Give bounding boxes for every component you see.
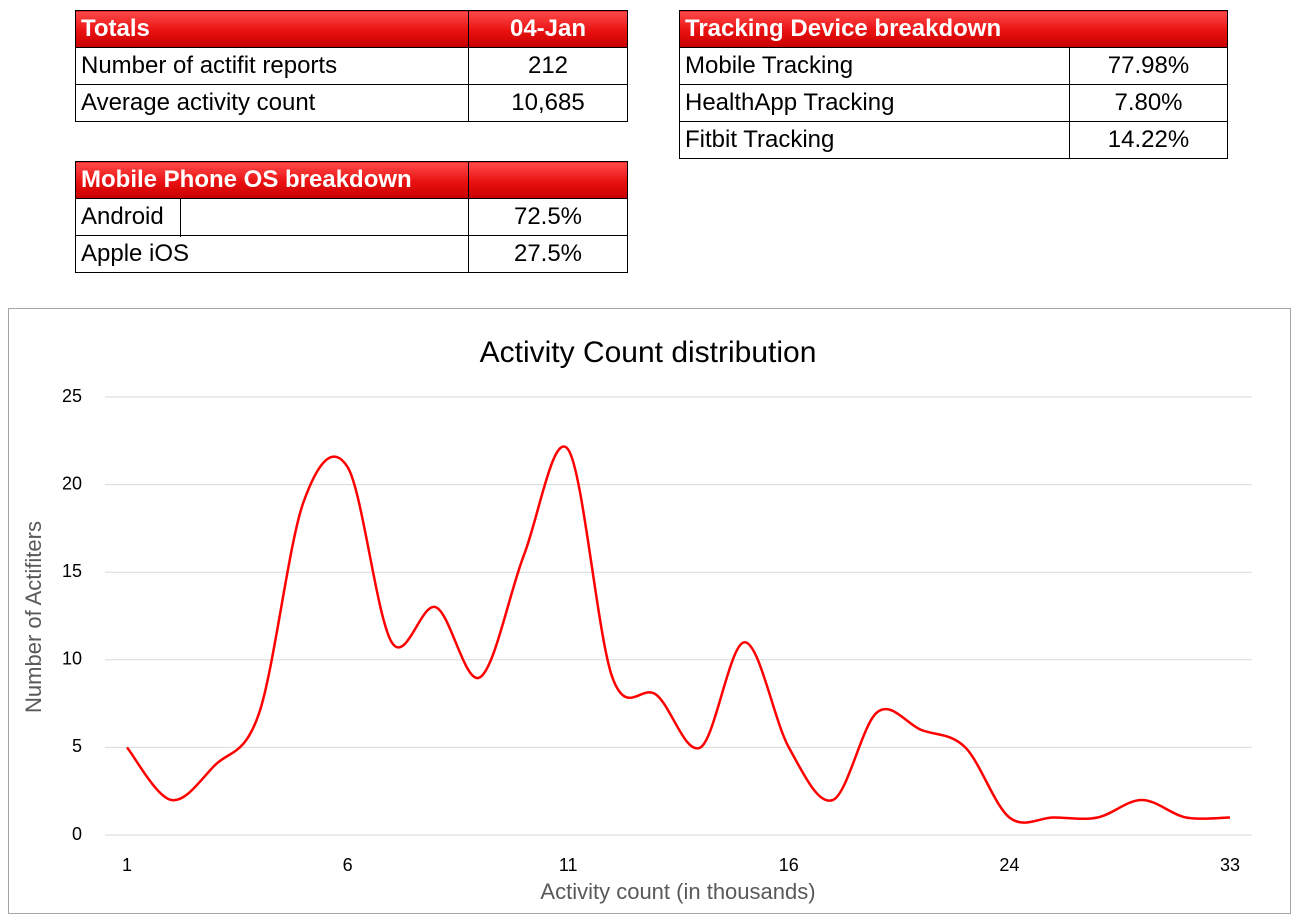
cell: Fitbit Tracking [679, 121, 1070, 159]
cell: Number of actifit reports [75, 47, 469, 85]
x-axis-label: Activity count (in thousands) [540, 879, 815, 904]
y-tick-label: 25 [62, 386, 82, 406]
header-cell: Tracking Device breakdown [679, 10, 1228, 48]
cell: Average activity count [75, 84, 469, 122]
cell: Android [75, 198, 469, 236]
y-tick-label: 20 [62, 473, 82, 493]
line [126, 445, 1231, 824]
row: Number of actifit reports 212 [75, 47, 628, 85]
row: Average activity count 10,685 [75, 84, 628, 122]
cell: HealthApp Tracking [679, 84, 1070, 122]
header-row: Tracking Device breakdown [679, 10, 1228, 48]
row: HealthApp Tracking 7.80% [679, 84, 1228, 122]
row: Fitbit Tracking 14.22% [679, 121, 1228, 159]
row: Apple iOS 27.5% [75, 235, 628, 273]
chart-frame [8, 308, 1291, 914]
cell: Mobile Tracking [679, 47, 1070, 85]
table: Totals 04-Jan Number of actifit reports 212… [75, 10, 628, 122]
cell: 72.5% [468, 198, 628, 236]
cell: 212 [468, 47, 628, 85]
x-tick-label: 16 [779, 855, 799, 875]
y-tick-label: 0 [72, 824, 82, 844]
y-tick-label: 10 [62, 649, 82, 669]
header-row: Totals 04-Jan [75, 10, 628, 48]
cell: 14.22% [1069, 121, 1228, 159]
chart-title: Activity Count distribution [480, 336, 817, 369]
cell: 27.5% [468, 235, 628, 273]
y-tick-label: 5 [72, 736, 82, 756]
cell-divider [180, 199, 181, 237]
cell: Apple iOS [75, 235, 469, 273]
x-tick-label: 6 [343, 855, 353, 875]
x-tick-label: 11 [559, 855, 578, 875]
header-cell: Totals [75, 10, 469, 48]
x-tick-label: 1 [122, 855, 132, 875]
y-axis-label: Number of Actifiters [21, 521, 46, 713]
cell: 10,685 [468, 84, 628, 122]
header-cell [468, 161, 628, 199]
row: Android 72.5% [75, 198, 628, 236]
y-tick-label: 15 [62, 561, 82, 581]
x-tick-label: 33 [1220, 855, 1240, 875]
cell: 7.80% [1069, 84, 1228, 122]
header-cell: 04-Jan [468, 10, 628, 48]
header-row: Mobile Phone OS breakdown [75, 161, 628, 199]
table: Mobile Phone OS breakdown Android 72.5% App… [75, 161, 628, 273]
header-cell: Mobile Phone OS breakdown [75, 161, 469, 199]
x-tick-label: 24 [999, 855, 1019, 875]
table: Tracking Device breakdown Mobile Tracking… [679, 10, 1228, 159]
row: Mobile Tracking 77.98% [679, 47, 1228, 85]
cell: 77.98% [1069, 47, 1228, 85]
